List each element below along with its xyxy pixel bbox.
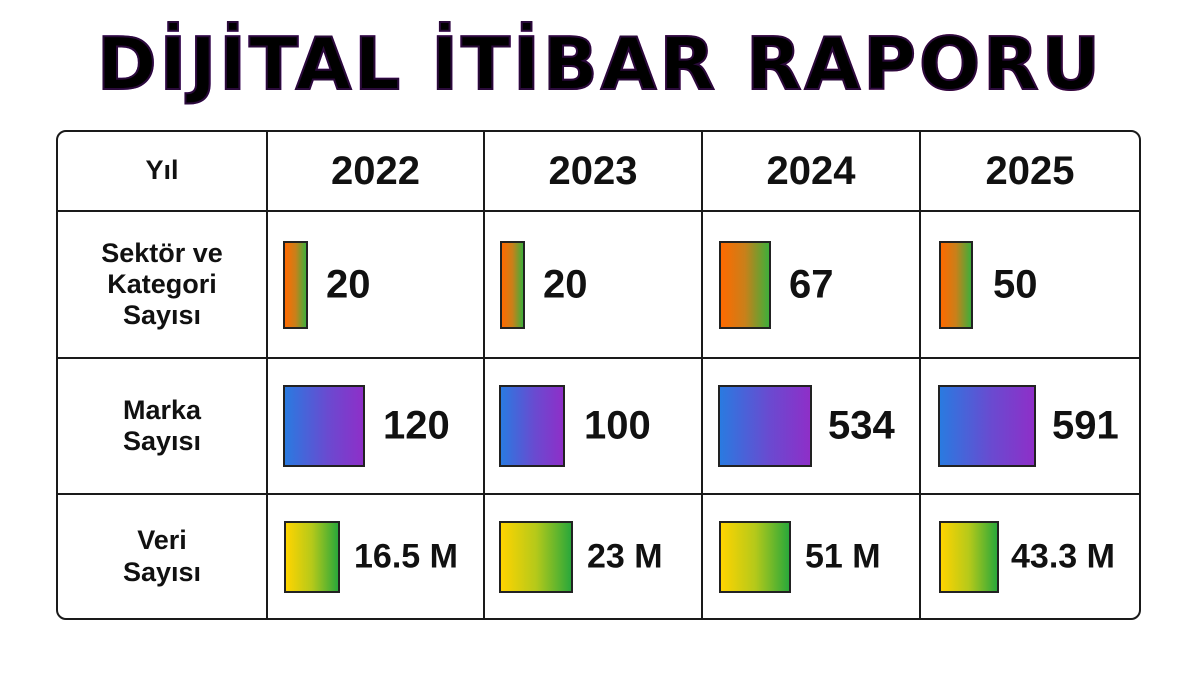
gradient-bar-icon (283, 385, 365, 467)
gradient-bar-icon (939, 240, 973, 329)
value-cell: 16.5 M (268, 495, 485, 618)
year-label: 2023 (548, 148, 638, 193)
value-label: 20 (326, 262, 371, 306)
year-cell-2022: 2022 (268, 132, 485, 212)
year-cell-2025: 2025 (921, 132, 1139, 212)
value-cell: 534 (703, 359, 921, 495)
gradient-bar-icon (283, 240, 308, 329)
row-label-category: Sektör ve Kategori Sayısı (101, 238, 223, 331)
gradient-bar-icon (939, 520, 999, 593)
row-label-data: Veri Sayısı (123, 525, 201, 587)
value-label: 591 (1052, 403, 1119, 448)
header-label-cell: Yıl (58, 132, 268, 212)
row-label-line: Marka (122, 394, 202, 425)
value-label: 120 (383, 403, 450, 448)
year-label: 2022 (331, 148, 420, 193)
value-cell: 43.3 M (921, 495, 1139, 618)
row-label-cell-brand: Marka Sayısı (58, 359, 268, 495)
value-label: 23 M (587, 537, 663, 575)
value-label: 534 (828, 403, 895, 448)
gradient-bar-icon (500, 240, 525, 329)
year-label: 2024 (766, 148, 856, 193)
value-label: 51 M (805, 537, 881, 575)
gradient-bar-icon (499, 520, 573, 593)
row-label-brand: Marka Sayısı (123, 395, 201, 457)
value-cell: 51 M (703, 495, 921, 618)
gradient-bar-icon (719, 520, 791, 593)
header-label: Yıl (145, 155, 179, 186)
value-cell: 20 (268, 212, 485, 359)
value-cell: 100 (485, 359, 703, 495)
value-cell: 23 M (485, 495, 703, 618)
report-table: Yıl 2022 2023 2024 2025 Sektör ve Katego… (56, 130, 1141, 620)
value-label: 43.3 M (1011, 537, 1115, 575)
gradient-bar-icon (718, 385, 812, 467)
value-label: 20 (543, 262, 588, 306)
row-label-line: Sektör ve (101, 237, 223, 268)
value-cell: 50 (921, 212, 1139, 359)
title-banner: DİJİTAL İTİBAR RAPORU (0, 4, 1200, 124)
gradient-bar-icon (499, 385, 565, 467)
report-title: DİJİTAL İTİBAR RAPORU (96, 21, 1104, 107)
value-cell: 20 (485, 212, 703, 359)
value-cell: 591 (921, 359, 1139, 495)
year-label: 2025 (985, 148, 1075, 193)
gradient-bar-icon (719, 240, 771, 329)
value-label: 67 (789, 262, 834, 306)
value-label: 16.5 M (354, 537, 458, 575)
row-label-line: Sayısı (122, 556, 202, 587)
row-label-cell-category: Sektör ve Kategori Sayısı (58, 212, 268, 359)
row-label-cell-data: Veri Sayısı (58, 495, 268, 618)
gradient-bar-icon (938, 385, 1036, 467)
row-label-line: Sayısı (122, 300, 202, 331)
row-label-line: Veri (137, 525, 187, 556)
gradient-bar-icon (284, 520, 340, 593)
value-label: 50 (993, 262, 1038, 306)
value-label: 100 (584, 403, 651, 448)
value-cell: 120 (268, 359, 485, 495)
row-label-line: Kategori (107, 268, 217, 299)
value-cell: 67 (703, 212, 921, 359)
year-cell-2024: 2024 (703, 132, 921, 212)
row-label-line: Sayısı (122, 426, 202, 456)
year-cell-2023: 2023 (485, 132, 703, 212)
